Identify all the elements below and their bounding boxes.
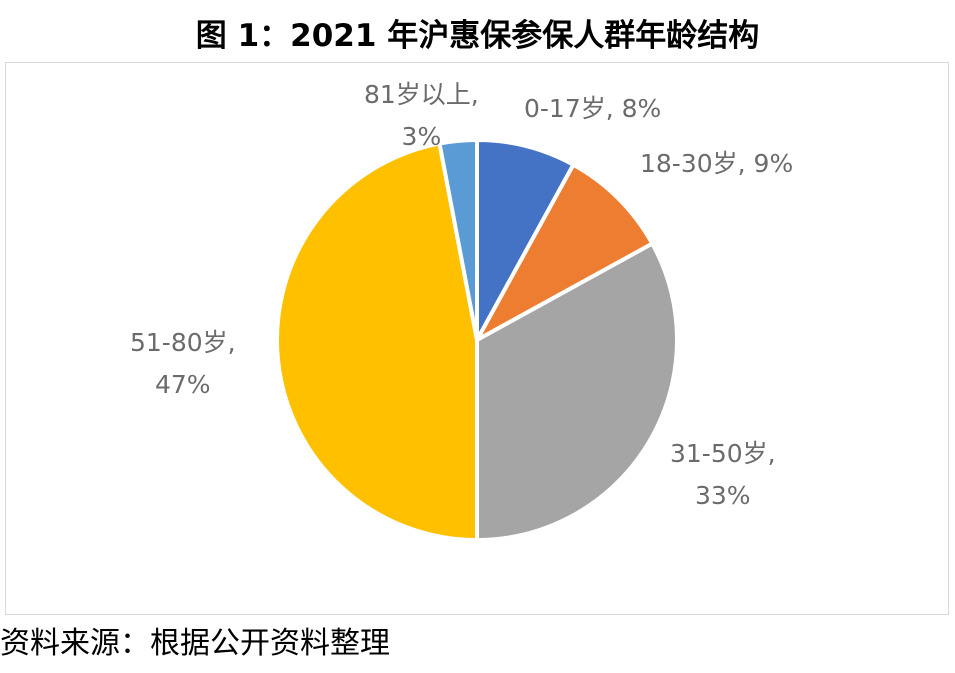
slice-label-81-plus-line1: 81岁以上, bbox=[364, 80, 479, 109]
slice-label-51-80-line2: 47% bbox=[155, 370, 211, 399]
slice-label-51-80-line1: 51-80岁, bbox=[130, 328, 236, 357]
pie-slice-4 bbox=[437, 138, 479, 342]
slice-label-18-30: 18-30岁, 9% bbox=[640, 143, 793, 185]
slice-label-31-50-line1: 31-50岁, bbox=[670, 439, 776, 468]
pie-slice-2 bbox=[475, 241, 679, 542]
pie-slice-1 bbox=[475, 162, 655, 342]
slice-label-51-80: 51-80岁, 47% bbox=[130, 322, 236, 406]
slice-label-0-17-line1: 0-17岁, 8% bbox=[524, 94, 662, 123]
pie-slices bbox=[275, 138, 679, 542]
slice-label-0-17: 0-17岁, 8% bbox=[524, 88, 661, 130]
slice-label-81-plus-line2: 3% bbox=[401, 122, 442, 151]
slice-label-31-50-line2: 33% bbox=[695, 481, 751, 510]
slice-label-81-plus: 81岁以上, 3% bbox=[364, 74, 479, 158]
source-note: 资料来源：根据公开资料整理 bbox=[0, 626, 390, 661]
pie-slice-3 bbox=[275, 141, 479, 542]
slice-label-18-30-line1: 18-30岁, 9% bbox=[640, 149, 794, 178]
slice-label-31-50: 31-50岁, 33% bbox=[670, 433, 776, 517]
chart-title: 图 1：2021 年沪惠保参保人群年龄结构 bbox=[195, 18, 760, 54]
